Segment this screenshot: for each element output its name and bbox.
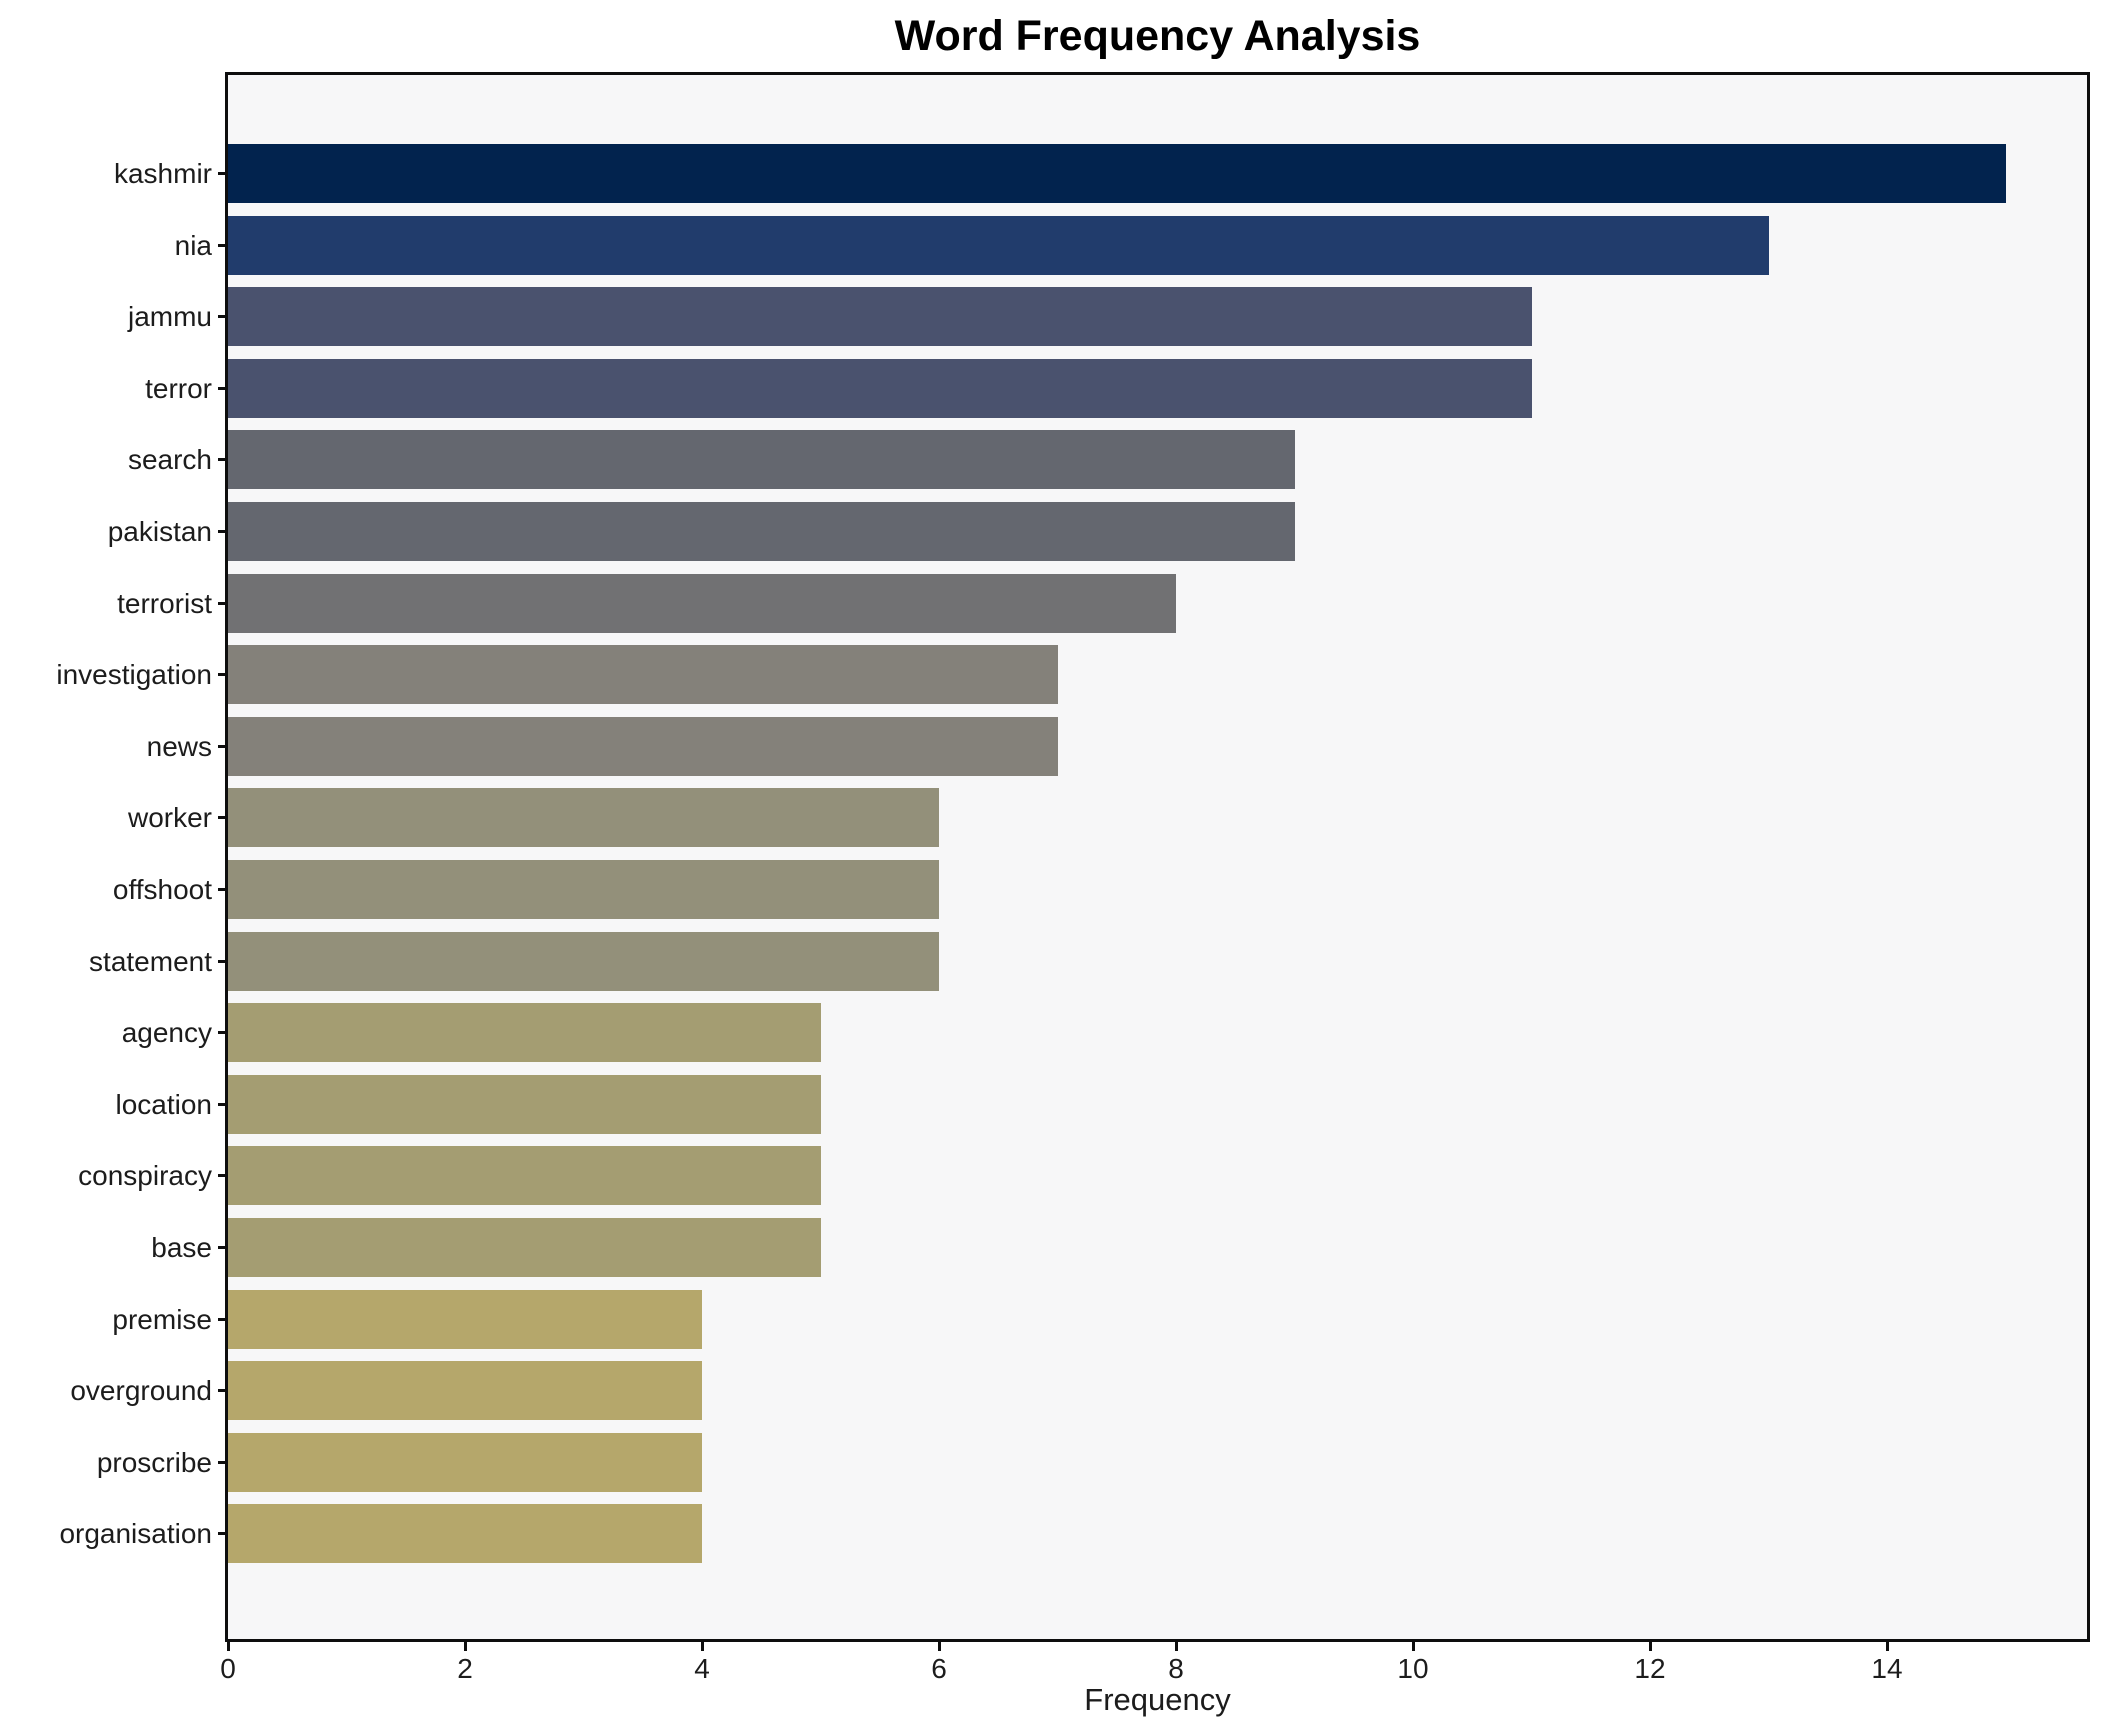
y-tick-label-base: base (151, 1232, 212, 1263)
y-tick-label-organisation: organisation (59, 1518, 212, 1550)
y-tick-mark (218, 816, 228, 820)
plot-area: kashmir nia jammu terror search pakistan terro… (56, 72, 2090, 1684)
bar-statement (228, 931, 939, 991)
y-tick-mark (218, 1317, 228, 1321)
bar-location (228, 1074, 821, 1134)
bar-proscribe (228, 1432, 702, 1492)
y-tick-label-overground: overground (70, 1375, 212, 1407)
x-tick-label-10: 10 (1397, 1653, 1429, 1684)
y-tick-mark (218, 1389, 228, 1393)
y-tick-mark (218, 601, 228, 605)
y-tick-mark (218, 386, 228, 390)
y-tick-label-kashmir: kashmir (113, 158, 212, 189)
bar-terrorist (228, 573, 1176, 633)
y-tick-label-conspiracy: conspiracy (78, 1160, 212, 1192)
y-tick-mark (218, 243, 228, 247)
y-tick-label-terror: terror (145, 372, 212, 404)
x-tick-mark (937, 1639, 941, 1651)
bar-jammu (228, 287, 1532, 347)
y-tick-label-location: location (115, 1088, 212, 1120)
y-tick-mark (218, 888, 228, 891)
bar-premise (228, 1289, 702, 1349)
bar-organisation (228, 1504, 702, 1564)
y-tick-label-proscribe: proscribe (96, 1446, 212, 1478)
bar-kashmir (228, 144, 2006, 203)
y-tick-label-worker: worker (127, 802, 212, 834)
y-tick-mark (218, 1532, 228, 1536)
bar-news (228, 716, 1058, 776)
bar-offshoot (228, 860, 939, 919)
bar-investigation (228, 645, 1058, 705)
bar-search (228, 430, 1295, 490)
x-tick-label-6: 6 (931, 1653, 947, 1684)
bar-conspiracy (228, 1146, 821, 1206)
y-tick-mark (218, 1246, 228, 1249)
y-tick-label-offshoot: offshoot (112, 874, 212, 905)
y-tick-mark (218, 530, 228, 533)
x-tick-mark (226, 1639, 230, 1651)
bar-worker (228, 788, 939, 848)
y-tick-label-nia: nia (174, 229, 212, 261)
y-tick-mark (218, 1174, 228, 1178)
x-tick-mark (700, 1639, 704, 1651)
y-tick-mark (218, 315, 228, 319)
y-tick-mark (218, 458, 228, 462)
y-tick-label-agency: agency (121, 1017, 212, 1049)
y-tick-label-search: search (127, 444, 212, 476)
y-tick-mark (218, 1031, 228, 1035)
chart-title: Word Frequency Analysis (894, 12, 1421, 60)
y-tick-mark (218, 1460, 228, 1464)
x-tick-mark (1648, 1639, 1652, 1651)
bar-nia (228, 215, 1769, 275)
y-tick-label-news: news (146, 730, 212, 762)
y-tick-mark (218, 673, 228, 677)
y-tick-mark (218, 1102, 228, 1106)
x-tick-mark (1885, 1639, 1889, 1651)
x-tick-mark (463, 1639, 467, 1651)
y-tick-mark (218, 172, 228, 175)
x-tick-label-4: 4 (694, 1653, 710, 1684)
x-tick-mark (1174, 1639, 1178, 1651)
y-tick-label-jammu: jammu (127, 301, 212, 333)
bar-base (228, 1218, 821, 1277)
y-tick-mark (218, 744, 228, 748)
x-tick-label-8: 8 (1168, 1653, 1184, 1684)
bar-pakistan (228, 502, 1295, 561)
y-tick-label-investigation: investigation (56, 659, 212, 691)
bar-overground (228, 1361, 702, 1421)
x-tick-mark (1411, 1639, 1415, 1651)
y-tick-label-statement: statement (89, 945, 212, 977)
x-tick-label-0: 0 (220, 1653, 236, 1684)
x-tick-label-14: 14 (1871, 1653, 1903, 1684)
bar-agency (228, 1003, 821, 1063)
y-tick-label-terrorist: terrorist (117, 587, 212, 619)
x-tick-label-2: 2 (457, 1653, 473, 1684)
x-tick-label-12: 12 (1634, 1653, 1666, 1684)
bar-terror (228, 358, 1532, 418)
y-tick-label-premise: premise (112, 1303, 212, 1335)
y-tick-label-pakistan: pakistan (107, 516, 212, 547)
y-tick-mark (218, 959, 228, 963)
x-axis-label: Frequency (1084, 1682, 1231, 1717)
